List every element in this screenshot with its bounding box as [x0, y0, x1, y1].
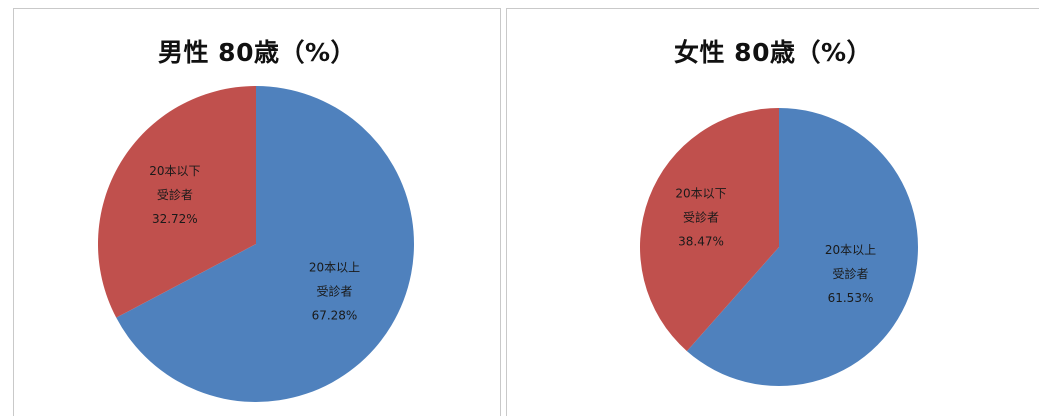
- pie-label-female-0: 20本以上受診者 61.53%: [825, 243, 876, 305]
- pie-slice-male-1: [97, 86, 256, 318]
- pie-chart-male: 20本以上受診者 67.28%20本以下受診者 32.72%: [97, 86, 414, 402]
- pie-chart-female: 20本以上受診者 61.53%20本以下受診者 38.47%: [640, 108, 918, 386]
- pie-label-line-male-0-2: 67.28%: [312, 308, 358, 322]
- chart-panel-female: 女性 80歳（%） 20本以上受診者 61.53% 20本以下受診者 38.47%: [506, 8, 1039, 416]
- pie-label-line-male-0-1: 受診者: [316, 283, 352, 298]
- pie-label-line-male-1-2: 32.72%: [152, 212, 198, 226]
- pie-label-line-male-1-0: 20本以下: [149, 164, 200, 178]
- pie-label-line-male-0-0: 20本以上: [309, 260, 360, 274]
- pie-label-line-female-0-0: 20本以上: [825, 243, 876, 257]
- pie-label-line-male-1-1: 受診者: [157, 187, 193, 202]
- pie-label-line-female-1-1: 受診者: [683, 209, 719, 224]
- pie-slice-female-1: [640, 108, 779, 352]
- pie-label-line-female-1-2: 38.47%: [678, 234, 724, 248]
- chart-title-female: 女性 80歳（%）: [673, 38, 873, 67]
- pie-label-line-female-0-2: 61.53%: [828, 291, 874, 305]
- pie-label-male-0: 20本以上受診者 67.28%: [309, 260, 360, 322]
- pie-label-line-female-1-0: 20本以下: [675, 186, 726, 200]
- pie-label-line-female-0-1: 受診者: [832, 266, 868, 281]
- pie-label-male-1: 20本以下受診者 32.72%: [149, 164, 200, 226]
- pie-slice-female-0: [686, 108, 918, 386]
- chart-title-male: 男性 80歳（%）: [157, 38, 357, 67]
- chart-panel-male: 男性 80歳（%） 20本以上受診者 67.28% 20本以下受診者 32.72%: [13, 8, 501, 416]
- pie-slice-male-0: [116, 86, 414, 402]
- pie-label-female-1: 20本以下受診者 38.47%: [675, 186, 726, 248]
